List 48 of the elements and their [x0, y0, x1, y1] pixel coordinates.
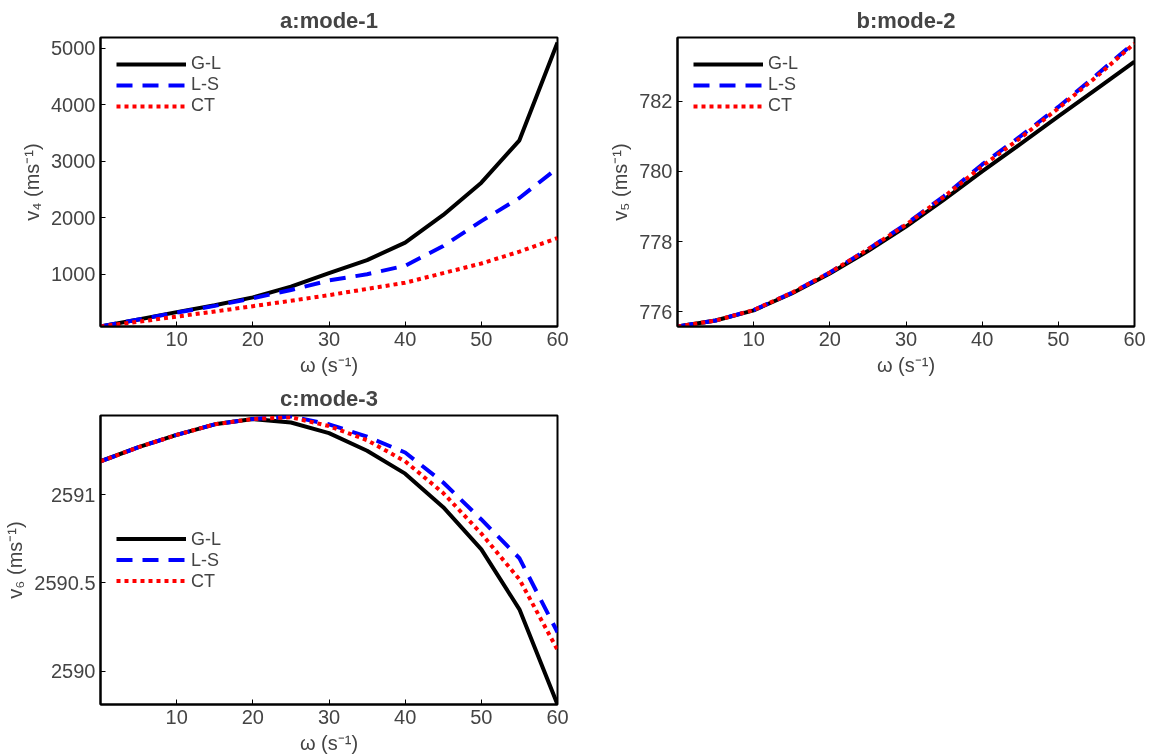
x-tick-label: 30 [317, 705, 341, 728]
y-axis-title: v₄ (ms⁻¹) [21, 143, 44, 221]
x-tick-label: 40 [394, 705, 417, 728]
y-tick-label: 4000 [51, 93, 96, 116]
legend-label: G-L [191, 528, 222, 549]
y-axis-title: v₅ (ms⁻¹) [609, 143, 632, 221]
x-axis-title: ω (s⁻¹) [299, 353, 359, 376]
y-axis-title: v₆ (ms⁻¹) [4, 521, 27, 599]
x-tick-label: 20 [241, 705, 264, 728]
x-tick-label: 50 [470, 705, 493, 728]
y-tick-label: 2000 [51, 206, 96, 229]
x-axis-title: ω (s⁻¹) [299, 731, 359, 754]
x-tick-label: 10 [165, 327, 188, 350]
x-tick-label: 20 [241, 327, 264, 350]
x-tick-label: 60 [546, 327, 569, 350]
x-tick-label: 50 [470, 327, 493, 350]
y-tick-label: 778 [639, 230, 673, 253]
legend-label: G-L [768, 53, 799, 74]
legend-label: L-S [191, 549, 220, 570]
y-tick-label: 776 [639, 300, 673, 323]
y-tick-label: 780 [639, 160, 673, 183]
x-tick-label: 20 [818, 327, 841, 350]
y-tick-label: 2591 [51, 483, 96, 506]
x-tick-label: 10 [165, 705, 188, 728]
y-tick-label: 782 [639, 90, 673, 113]
y-tick-label: 1000 [51, 263, 96, 286]
legend-label: L-S [191, 74, 220, 95]
y-tick-label: 5000 [51, 37, 96, 60]
legend-label: G-L [191, 53, 222, 74]
x-tick-label: 10 [742, 327, 765, 350]
x-tick-label: 30 [894, 327, 918, 350]
y-tick-label: 2590.5 [34, 571, 96, 594]
chart-title: a:mode-1 [280, 7, 378, 33]
x-tick-label: 50 [1047, 327, 1070, 350]
x-tick-label: 40 [971, 327, 994, 350]
y-tick-label: 3000 [51, 150, 96, 173]
x-axis-title: ω (s⁻¹) [876, 353, 936, 376]
x-tick-label: 30 [317, 327, 341, 350]
chart-title: c:mode-3 [280, 385, 378, 411]
chart-title: b:mode-2 [856, 7, 956, 33]
x-tick-label: 60 [546, 705, 569, 728]
x-tick-label: 40 [394, 327, 417, 350]
legend-label: CT [191, 95, 215, 116]
legend-label: L-S [768, 74, 797, 95]
y-tick-label: 2590 [51, 660, 96, 683]
legend-label: CT [768, 95, 792, 116]
legend-label: CT [191, 570, 215, 591]
x-tick-label: 60 [1123, 327, 1146, 350]
